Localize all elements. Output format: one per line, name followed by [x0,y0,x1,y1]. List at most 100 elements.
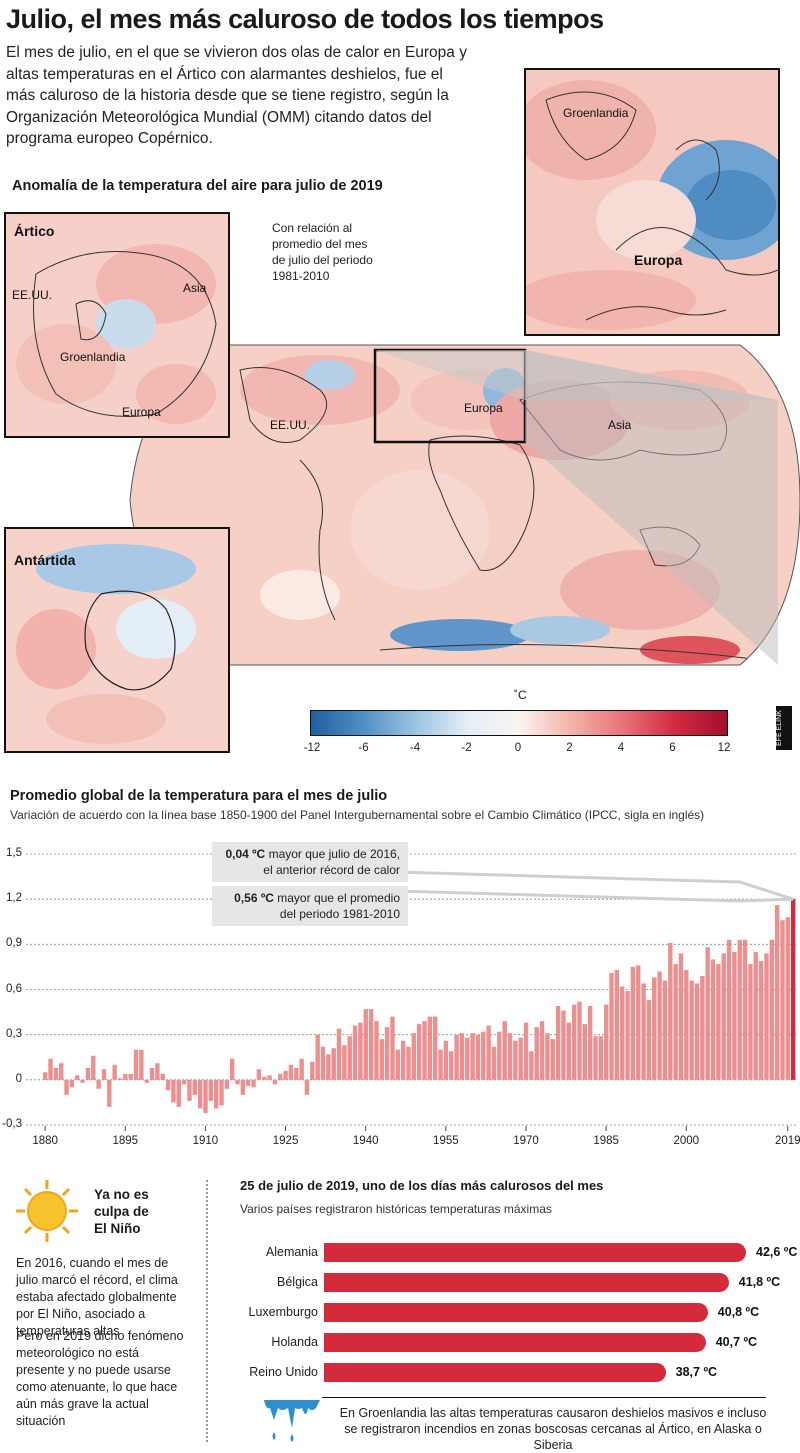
bar-year-1941 [368,1009,374,1080]
bar-year-1976 [555,1006,561,1080]
y-tick-label: -0,3 [2,1118,22,1130]
bar-year-1931 [315,1034,320,1080]
callout-1981-2010: 0,56 ºC mayor que el promedio del period… [212,886,408,926]
sun-icon [16,1180,78,1242]
y-tick-label: 1,2 [6,892,22,905]
bar-year-1943 [379,1039,384,1080]
bar-year-1964 [491,1046,497,1080]
bar-year-1990 [630,966,636,1080]
bar-year-1930 [310,1061,315,1080]
bar-year-1914 [224,1079,230,1089]
country-label: Holanda [271,1335,318,1349]
bar-year-1929 [304,1079,310,1095]
bar-year-2001 [689,980,694,1080]
callout-leader-line [395,870,794,901]
bar-year-1907 [187,1079,192,1101]
el-nino-title: Ya no es culpa de El Niño [94,1187,149,1236]
europe-inset-label-europe: Europa [634,252,683,268]
bar-year-1949 [411,1033,417,1080]
country-temperature-value: 42,6 ºC [756,1245,798,1259]
callout-2016-text: mayor que julio de 2016, el anterior réc… [263,847,400,877]
europe-inset-map [524,68,780,336]
world-label-usa: EE.UU. [270,418,311,432]
bar-year-1957 [454,1034,459,1080]
bar-year-2018 [780,920,785,1080]
bar-year-1997 [668,942,673,1080]
country-temperature-bar [324,1303,708,1322]
bar-year-2016 [769,939,775,1080]
bar-year-1985 [604,1004,609,1080]
bar-year-1884 [64,1079,69,1095]
bar-year-1975 [550,1039,555,1080]
world-anomaly-map [129,344,800,666]
colorbar-tick-label: 4 [617,742,625,754]
bar-year-1922 [267,1075,272,1080]
bar-year-1999 [678,953,684,1080]
bar-year-1992 [641,983,646,1080]
bar-year-1890 [96,1079,101,1089]
bar-year-2000 [684,969,689,1080]
bar-year-1932 [320,1046,326,1080]
bar-year-1921 [262,1076,267,1080]
bar-year-1936 [342,1045,347,1080]
country-temperature-bar [324,1333,706,1352]
bar-year-1974 [545,1033,550,1080]
bar-year-1953 [433,1016,438,1080]
world-label-asia: Asia [608,418,632,432]
bar-year-2015 [764,953,769,1080]
chart-subtitle: Variación de acuerdo con la línea base 1… [10,808,705,822]
callout-1981-text: mayor que el promedio del periodo 1981-2… [277,891,400,921]
bar-year-1951 [422,1021,427,1080]
bar-year-1916 [235,1079,240,1085]
bar-year-2019 [785,917,791,1080]
bar-year-2003 [700,975,705,1080]
country-label: Reino Unido [249,1365,318,1379]
bar-year-1998 [673,963,678,1080]
bar-year-1882 [53,1067,59,1080]
bar-year-2012 [748,963,753,1080]
antarctic-inset-map [4,527,230,753]
y-tick-label: 1,5 [6,847,22,859]
x-tick-label: 2019 [774,1135,800,1147]
arctic-title: Ártico [14,223,55,239]
x-tick-label: 1970 [513,1135,539,1147]
chart-title: Promedio global de la temperatura para e… [10,788,388,804]
bar-year-1915 [230,1058,235,1080]
bar-year-1896 [128,1073,133,1080]
arctic-label-europe: Europa [122,405,161,419]
bar-year-2002 [694,983,700,1080]
bar-year-1880 [43,1072,48,1080]
callout-1981-value: 0,56 ºC [234,891,274,905]
map-reference-note: Con relación al promedio del mes de juli… [272,221,373,283]
bar-year-1898 [139,1049,144,1080]
bar-year-1920 [256,1069,262,1080]
bar-year-2013 [753,951,758,1080]
bar-year-1984 [598,1036,604,1080]
bar-year-1919 [251,1079,256,1088]
bar-year-1982 [587,1006,593,1080]
y-tick-label: 0,6 [6,982,22,995]
colorbar-tick-label: -6 [358,742,369,754]
bar-year-1945 [390,1016,395,1080]
bar-year-2009 [732,951,737,1080]
bar-year-1910 [203,1079,208,1113]
colorbar-tick-label: 6 [669,742,676,754]
bar-year-1925 [283,1070,288,1080]
bar-year-1965 [497,1031,502,1080]
bar-year-1962 [481,1031,486,1080]
bar-year-1905 [176,1079,181,1107]
bar-year-1983 [593,1036,598,1080]
temperature-colorbar [310,710,728,736]
bar-year-1968 [513,1040,518,1080]
bar-year-1973 [539,1021,545,1080]
bar-year-1933 [326,1054,331,1080]
bar-year-2004 [705,947,710,1080]
bar-year-1906 [181,1079,187,1085]
colorbar-tick-label: 12 [717,742,731,754]
bar-year-2011 [742,939,748,1080]
country-temperature-value: 40,8 ºC [717,1305,760,1319]
bar-year-1954 [438,1049,443,1080]
bar-year-1885 [69,1079,75,1088]
bar-year-1887 [80,1079,85,1083]
